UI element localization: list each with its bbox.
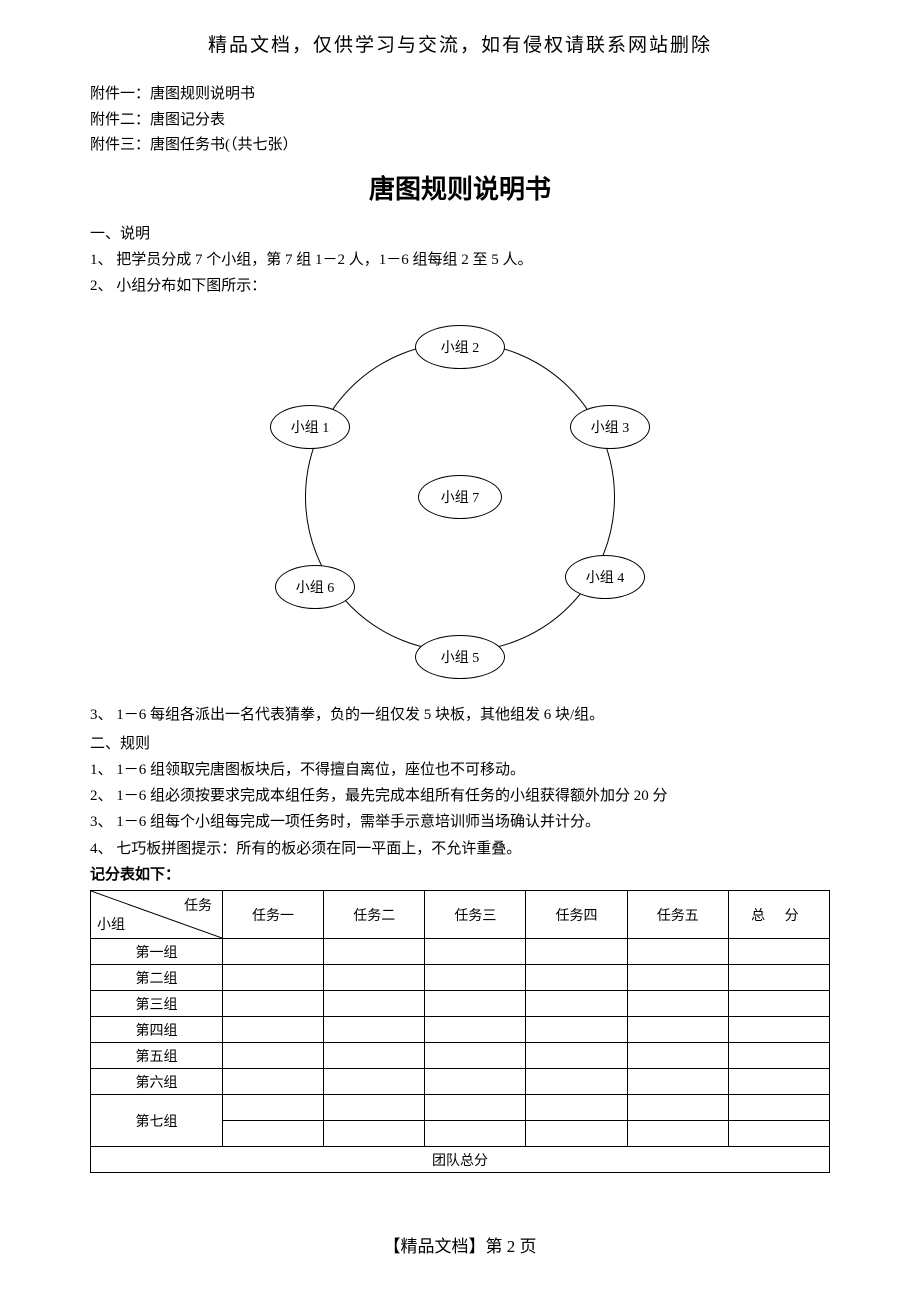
section-2-item: 1、 1－6 组领取完唐图板块后，不得擅自离位，座位也不可移动。 [90, 757, 830, 783]
table-row: 第三组 [91, 991, 830, 1017]
table-row: 第二组 [91, 965, 830, 991]
group-layout-diagram: 小组 1 小组 2 小组 3 小组 4 小组 5 小组 6 小组 7 [245, 307, 675, 687]
diagram-node: 小组 3 [570, 405, 650, 449]
col-header: 任务一 [222, 891, 323, 939]
attachment-line: 附件二：唐图记分表 [90, 108, 830, 134]
col-header: 任务二 [324, 891, 425, 939]
score-table: 任务 小组 任务一 任务二 任务三 任务四 任务五 总 分 第一组 第二组 第三… [90, 890, 830, 1173]
section-2-item: 4、 七巧板拼图提示：所有的板必须在同一平面上，不允许重叠。 [90, 836, 830, 862]
col-header: 任务五 [627, 891, 728, 939]
diagram-node: 小组 2 [415, 325, 505, 369]
row-label: 第三组 [91, 991, 223, 1017]
section-1-item: 3、 1－6 每组各派出一名代表猜拳，负的一组仅发 5 块板，其他组发 6 块/… [90, 702, 830, 728]
section-2-item: 3、 1－6 组每个小组每完成一项任务时，需举手示意培训师当场确认并计分。 [90, 809, 830, 835]
row-label: 第四组 [91, 1017, 223, 1043]
header-notice: 精品文档，仅供学习与交流，如有侵权请联系网站删除 [90, 30, 830, 57]
diag-label-group: 小组 [97, 914, 125, 934]
diagram-node: 小组 5 [415, 635, 505, 679]
table-diag-cell: 任务 小组 [91, 891, 223, 939]
row-label: 第七组 [91, 1095, 223, 1147]
table-header-row: 任务 小组 任务一 任务二 任务三 任务四 任务五 总 分 [91, 891, 830, 939]
row-label: 第一组 [91, 939, 223, 965]
page-title: 唐图规则说明书 [90, 169, 830, 206]
table-row: 第一组 [91, 939, 830, 965]
table-row: 第四组 [91, 1017, 830, 1043]
col-header: 任务四 [526, 891, 627, 939]
diagram-node: 小组 6 [275, 565, 355, 609]
section-2-item: 2、 1－6 组必须按要求完成本组任务，最先完成本组所有任务的小组获得额外加分 … [90, 783, 830, 809]
section-1-item: 2、 小组分布如下图所示： [90, 273, 830, 299]
table-row-total: 团队总分 [91, 1147, 830, 1173]
table-row: 第六组 [91, 1069, 830, 1095]
diagram-node: 小组 1 [270, 405, 350, 449]
table-row: 第七组 [91, 1095, 830, 1121]
team-total-label: 团队总分 [91, 1147, 830, 1173]
diag-label-task: 任务 [184, 895, 212, 915]
row-label: 第六组 [91, 1069, 223, 1095]
page-footer: 【精品文档】第 2 页 [0, 1232, 920, 1257]
row-label: 第二组 [91, 965, 223, 991]
diagram-node: 小组 4 [565, 555, 645, 599]
section-2-heading: 二、规则 [90, 731, 830, 757]
col-header: 任务三 [425, 891, 526, 939]
section-1-item: 1、 把学员分成 7 个小组，第 7 组 1－2 人，1－6 组每组 2 至 5… [90, 247, 830, 273]
attachment-line: 附件三：唐图任务书(（共七张） [90, 133, 830, 159]
row-label: 第五组 [91, 1043, 223, 1069]
score-note: 记分表如下： [90, 862, 830, 888]
attachments-list: 附件一：唐图规则说明书 附件二：唐图记分表 附件三：唐图任务书(（共七张） [90, 82, 830, 159]
col-header-total: 总 分 [728, 891, 829, 939]
section-1-heading: 一、说明 [90, 221, 830, 247]
table-row: 第五组 [91, 1043, 830, 1069]
diagram-node: 小组 7 [418, 475, 502, 519]
attachment-line: 附件一：唐图规则说明书 [90, 82, 830, 108]
